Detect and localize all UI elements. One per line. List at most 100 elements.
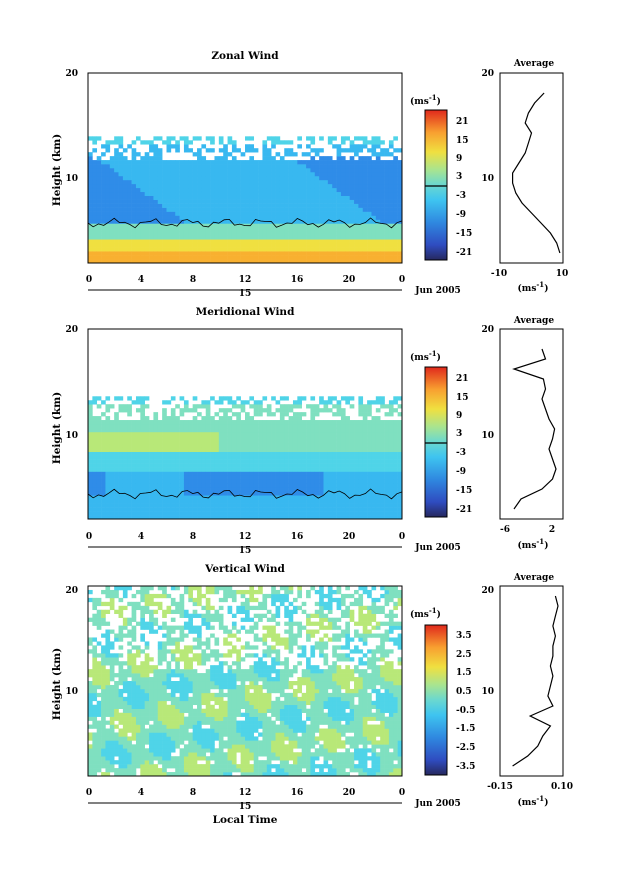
heatmap-cell <box>397 451 403 456</box>
heatmap-cell <box>354 427 359 433</box>
heatmap-cell <box>149 251 154 256</box>
heatmap-cell <box>92 251 98 256</box>
heatmap-cell <box>327 503 333 508</box>
heatmap-cell <box>388 175 394 181</box>
heatmap-cell <box>162 247 167 252</box>
heatmap-cell <box>197 171 202 177</box>
heatmap-cell <box>245 416 250 421</box>
average-y-tick: 10 <box>481 431 494 441</box>
heatmap-cell <box>197 227 202 232</box>
heatmap-cell <box>271 160 276 165</box>
heatmap-cell <box>179 704 185 710</box>
heatmap-cell <box>201 259 207 264</box>
heatmap-cell <box>122 439 128 445</box>
heatmap-cell <box>96 641 102 646</box>
heatmap-cell <box>192 195 198 200</box>
heatmap-cell <box>284 475 289 480</box>
heatmap-cell <box>205 235 211 240</box>
heatmap-cell <box>122 716 128 721</box>
heatmap-cell <box>179 187 185 193</box>
heatmap-cell <box>157 463 163 468</box>
heatmap-cell <box>175 696 180 702</box>
heatmap-cell <box>140 760 145 765</box>
heatmap-cell <box>127 175 132 181</box>
heatmap-cell <box>258 495 263 500</box>
heatmap-cell <box>157 736 163 741</box>
heatmap-cell <box>288 235 294 240</box>
heatmap-cell <box>183 459 189 464</box>
heatmap-cell <box>192 168 198 173</box>
heatmap-cell <box>166 400 172 405</box>
heatmap-cell <box>271 215 276 220</box>
heatmap-cell <box>88 471 93 476</box>
heatmap-cell <box>362 179 368 185</box>
heatmap-cell <box>96 712 102 717</box>
heatmap-cell <box>362 207 368 212</box>
heatmap-cell <box>88 700 93 706</box>
heatmap-cell <box>367 183 372 189</box>
heatmap-cell <box>380 400 385 405</box>
heatmap-cell <box>375 144 381 149</box>
heatmap-cell <box>114 416 119 421</box>
heatmap-cell <box>118 223 124 228</box>
heatmap-cell <box>96 183 102 189</box>
heatmap-cell <box>375 227 381 232</box>
heatmap-cell <box>210 247 215 252</box>
heatmap-cell <box>205 215 211 220</box>
heatmap-cell <box>367 400 372 405</box>
heatmap-cell <box>192 507 198 512</box>
heatmap-cell <box>183 175 189 181</box>
heatmap-cell <box>131 187 137 193</box>
heatmap-cell <box>122 617 128 622</box>
heatmap-cell <box>105 483 111 488</box>
heatmap-cell <box>88 416 93 421</box>
heatmap-cell <box>149 586 154 591</box>
heatmap-cell <box>380 467 385 472</box>
heatmap-cell <box>179 669 185 674</box>
heatmap-cell <box>162 439 167 445</box>
heatmap-cell <box>275 424 281 429</box>
heatmap-cell <box>310 164 316 169</box>
heatmap-cell <box>236 247 241 252</box>
heatmap-cell <box>105 467 111 472</box>
heatmap-cell <box>88 503 93 508</box>
heatmap-cell <box>105 439 111 445</box>
colorbar <box>424 109 448 261</box>
heatmap-cell <box>258 215 263 220</box>
heatmap-cell <box>306 479 311 484</box>
heatmap-cell <box>297 435 302 441</box>
heatmap-cell <box>127 191 132 197</box>
heatmap-cell <box>292 243 298 248</box>
heatmap-cell <box>118 144 124 149</box>
heatmap-cell <box>375 219 381 224</box>
heatmap-cell <box>375 223 381 228</box>
heatmap-cell <box>362 503 368 508</box>
heatmap-cell <box>197 420 202 425</box>
heatmap-cell <box>349 439 355 445</box>
heatmap-cell <box>96 439 102 445</box>
heatmap-cell <box>144 243 150 248</box>
heatmap-cell <box>319 408 324 413</box>
heatmap-cell <box>131 645 137 650</box>
heatmap-cell <box>288 255 294 260</box>
heatmap-cell <box>245 503 250 508</box>
heatmap-cell <box>101 688 106 694</box>
heatmap-cell <box>157 704 163 710</box>
heatmap-cell <box>192 223 198 228</box>
heatmap-cell <box>149 503 154 508</box>
heatmap-cell <box>393 463 398 468</box>
heatmap-cell <box>162 459 167 464</box>
heatmap-cell <box>144 503 150 508</box>
heatmap-cell <box>240 427 246 433</box>
heatmap-cell <box>144 740 150 745</box>
heatmap-cell <box>384 435 390 441</box>
heatmap-cell <box>197 507 202 512</box>
heatmap-cell <box>236 427 241 433</box>
heatmap-cell <box>127 669 132 674</box>
heatmap-cell <box>227 255 233 260</box>
heatmap-cell <box>380 160 385 165</box>
heatmap-cell <box>88 637 93 642</box>
heatmap-cell <box>393 424 398 429</box>
heatmap-cell <box>109 641 115 646</box>
heatmap-cell <box>105 740 111 745</box>
